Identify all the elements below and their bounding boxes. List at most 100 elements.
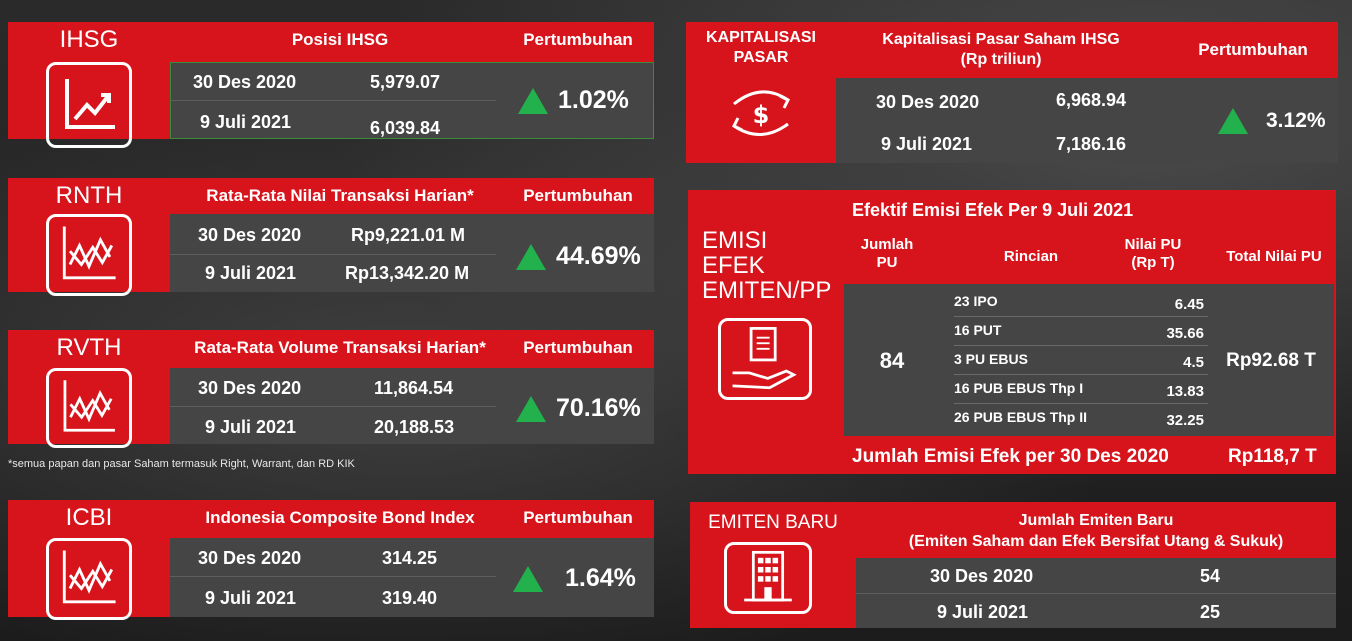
emiten-baru-card: EMITEN BARU Jumlah Emiten Baru (Emiten S… (690, 502, 1336, 628)
rvth-row2-value: 20,188.53 (374, 417, 455, 437)
list-item: 26 PUB EBUS Thp II 32.25 (954, 404, 1208, 433)
rvth-row2-date: 9 Juli 2021 (205, 417, 297, 437)
kapitalisasi-growth: 3.12% (1218, 108, 1326, 134)
kapitalisasi-label-box: KAPITALISASI PASAR $ (686, 22, 836, 163)
ihsg-row-divider (170, 100, 496, 101)
emisi-label-line3: EMITEN/PP (702, 277, 832, 304)
rnth-label-box: RNTH (8, 178, 170, 296)
rnth-body (170, 214, 654, 292)
rvth-row-divider (170, 406, 496, 407)
ihsg-growth-value: 1.02% (558, 86, 629, 114)
volatility-chart-icon (46, 538, 132, 620)
emisi-label-line1: EMISI (702, 227, 768, 254)
ihsg-row2-value: 6,039.84 (370, 118, 441, 138)
emiten-label-box: EMITEN BARU (690, 502, 856, 628)
footnote: *semua papan dan pasar Saham termasuk Ri… (8, 458, 355, 470)
emisi-card: EMISI EFEK EMITEN/PP Efektif Emisi Efek … (688, 190, 1336, 474)
emisi-item-name: 16 PUB EBUS Thp I (954, 380, 1084, 396)
volatility-chart-icon (46, 368, 132, 448)
rnth-row1-date: 30 Des 2020 (198, 225, 302, 245)
emisi-label: EMISI EFEK EMITEN/PP (702, 228, 831, 303)
icbi-growth-value: 1.64% (565, 564, 636, 592)
up-arrow-icon (513, 565, 543, 592)
kapitalisasi-row1-date: 30 Des 2020 (876, 92, 980, 112)
icbi-row2-date: 9 Juli 2021 (205, 588, 297, 608)
rvth-row1-value: 11,864.54 (374, 378, 454, 398)
emisi-title: Efektif Emisi Efek Per 9 Juli 2021 (852, 200, 1134, 220)
icbi-row-divider (170, 576, 496, 577)
ihsg-row2-date: 9 Juli 2021 (200, 112, 292, 132)
emiten-row1-date: 30 Des 2020 (930, 566, 1034, 586)
icbi-label: ICBI (65, 504, 113, 531)
rnth-growth: 44.69% (516, 242, 641, 271)
rnth-row1-value: Rp9,221.01 M (351, 225, 466, 245)
icbi-card: ICBI Indonesia Composite Bond Index Pert… (8, 500, 654, 620)
ihsg-card: IHSG Posisi IHSG Pertumbuhan 30 Des 2020… (8, 22, 654, 148)
emisi-item-value: 35.66 (1166, 325, 1204, 342)
rnth-row-divider (170, 254, 496, 255)
emiten-row1-value: 54 (1200, 566, 1221, 586)
emiten-label: EMITEN BARU (708, 512, 838, 533)
emisi-item-name: 3 PU EBUS (954, 351, 1028, 367)
list-item: 16 PUB EBUS Thp I 13.83 (954, 375, 1208, 404)
emisi-col-jumlah: Jumlah PU (860, 236, 914, 271)
emisi-col-total: Total Nilai PU (1226, 248, 1322, 265)
kapitalisasi-header-line1: Kapitalisasi Pasar Saham IHSG (882, 31, 1120, 48)
icbi-label-box: ICBI (8, 500, 170, 620)
emiten-row2-value: 25 (1200, 602, 1221, 622)
emisi-footer-value: Rp118,7 T (1228, 446, 1317, 467)
kapitalisasi-growth-value: 3.12% (1266, 109, 1326, 132)
emisi-item-name: 26 PUB EBUS Thp II (954, 409, 1088, 425)
emisi-label-line2: EFEK (702, 252, 765, 279)
emisi-item-value: 4.5 (1183, 354, 1204, 371)
building-icon (724, 542, 812, 614)
rnth-label: RNTH (55, 182, 123, 209)
list-item: 23 IPO 6.45 (954, 288, 1208, 317)
rnth-row2-date: 9 Juli 2021 (205, 263, 297, 283)
ihsg-header-title: Posisi IHSG (291, 30, 389, 49)
icbi-header-title: Indonesia Composite Bond Index (205, 508, 475, 527)
icbi-growth-header: Pertumbuhan (523, 508, 633, 527)
kapitalisasi-growth-header: Pertumbuhan (1198, 40, 1308, 59)
rvth-label: RVTH (56, 334, 122, 361)
kapitalisasi-row2-value: 7,186.16 (1056, 134, 1127, 154)
emisi-total: Rp92.68 T (1226, 350, 1316, 371)
emisi-jumlah: 84 (879, 348, 905, 373)
kapitalisasi-row1-value: 6,968.94 (1056, 90, 1127, 110)
emiten-header-line1: Jumlah Emiten Baru (1018, 512, 1174, 529)
ihsg-growth: 1.02% (518, 86, 629, 115)
rvth-growth: 70.16% (516, 394, 641, 423)
emisi-table-body (844, 284, 1334, 436)
ihsg-label-box: IHSG (8, 22, 170, 148)
rvth-header-title: Rata-Rata Volume Transaksi Harian* (194, 338, 486, 357)
kapitalisasi-label-line2: PASAR (733, 49, 789, 66)
list-item: 3 PU EBUS 4.5 (954, 346, 1208, 375)
emiten-header: Jumlah Emiten Baru (Emiten Saham dan Efe… (856, 510, 1336, 552)
kapitalisasi-label-line1: KAPITALISASI (706, 29, 816, 46)
ihsg-row1-value: 5,979.07 (370, 72, 441, 92)
icbi-growth: 1.64% (513, 564, 636, 593)
kapitalisasi-body (836, 78, 1338, 163)
emisi-item-name: 23 IPO (954, 293, 998, 309)
up-arrow-icon (1218, 108, 1248, 134)
document-hand-icon (718, 318, 812, 400)
kapitalisasi-label: KAPITALISASI PASAR (686, 28, 836, 68)
icbi-row1-value: 314.25 (382, 548, 438, 568)
rvth-label-box: RVTH (8, 330, 170, 448)
emiten-row-divider (856, 593, 1336, 594)
up-arrow-icon (516, 395, 546, 422)
up-arrow-icon (518, 87, 548, 114)
emisi-col-rincian: Rincian (1003, 248, 1059, 265)
emisi-item-value: 13.83 (1166, 383, 1204, 400)
icbi-body (170, 538, 654, 617)
emisi-items: 23 IPO 6.45 16 PUT 35.66 3 PU EBUS 4.5 1… (954, 288, 1208, 433)
money-exchange-icon: $ (724, 78, 798, 148)
ihsg-label: IHSG (59, 26, 119, 53)
kapitalisasi-row2-date: 9 Juli 2021 (881, 134, 973, 154)
up-arrow-icon (516, 243, 546, 270)
icbi-row2-value: 319.40 (382, 588, 438, 608)
list-item: 16 PUT 35.66 (954, 317, 1208, 346)
kapitalisasi-card: KAPITALISASI PASAR $ Kapitalisasi Pasar … (686, 22, 1338, 163)
rnth-row2-value: Rp13,342.20 M (345, 263, 470, 283)
rvth-growth-value: 70.16% (556, 394, 641, 422)
